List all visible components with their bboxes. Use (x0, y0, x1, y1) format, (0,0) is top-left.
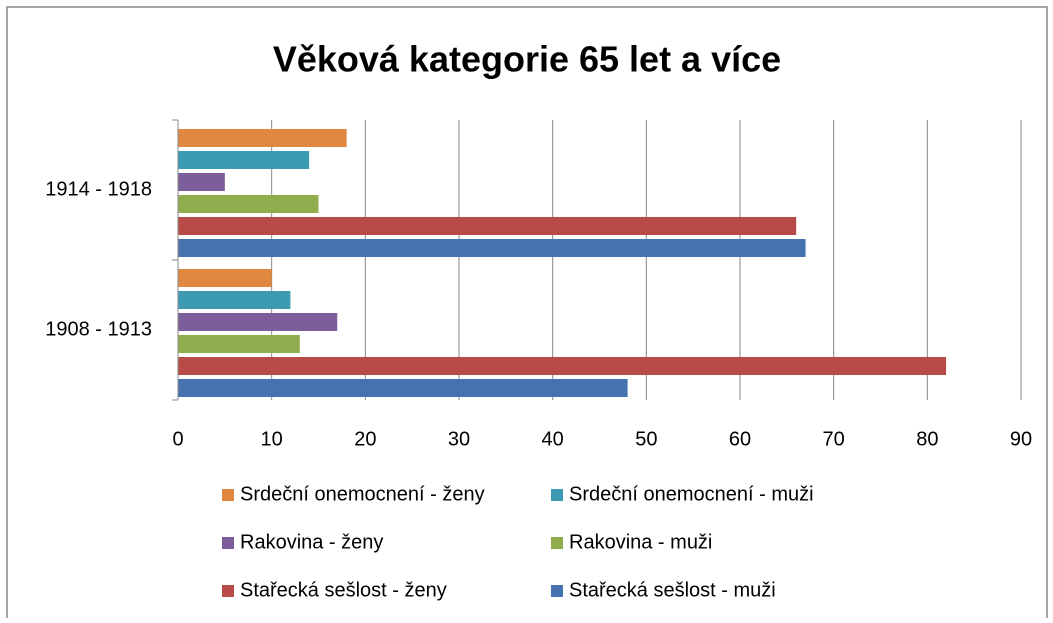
x-tick-label: 20 (354, 428, 376, 450)
x-tick-label: 80 (916, 428, 938, 450)
bar (178, 335, 300, 353)
legend-swatch (551, 585, 563, 597)
legend-label: Stařecká sešlost - ženy (240, 579, 447, 601)
legend-swatch (551, 537, 563, 549)
legend-swatch (222, 585, 234, 597)
legend-label: Rakovina - muži (569, 531, 712, 553)
x-tick-label: 70 (823, 428, 845, 450)
bar (178, 173, 225, 191)
legend-label: Srdeční onemocnení - ženy (240, 483, 485, 505)
bar (178, 313, 338, 331)
x-tick-label: 40 (542, 428, 564, 450)
bar (178, 357, 947, 375)
x-tick-label: 30 (448, 428, 470, 450)
bar (178, 269, 272, 287)
bar (178, 239, 806, 257)
chart-border (6, 6, 1048, 623)
bar (178, 291, 291, 309)
legend-label: Rakovina - ženy (240, 531, 383, 553)
bar (178, 379, 628, 397)
bar (178, 129, 347, 147)
legend-swatch (551, 489, 563, 501)
y-tick-label: 1914 - 1918 (45, 178, 152, 200)
legend-label: Srdeční onemocnení - muži (569, 483, 814, 505)
chart-title: Věková kategorie 65 let a více (273, 39, 781, 80)
bar (178, 217, 797, 235)
bar (178, 151, 310, 169)
legend-swatch (222, 489, 234, 501)
x-tick-label: 0 (172, 428, 183, 450)
bar (178, 195, 319, 213)
x-tick-label: 90 (1010, 428, 1032, 450)
legend-swatch (222, 537, 234, 549)
legend-label: Stařecká sešlost - muži (569, 579, 776, 601)
x-tick-label: 60 (729, 428, 751, 450)
x-tick-label: 10 (261, 428, 283, 450)
x-tick-label: 50 (635, 428, 657, 450)
y-tick-label: 1908 - 1913 (45, 318, 152, 340)
